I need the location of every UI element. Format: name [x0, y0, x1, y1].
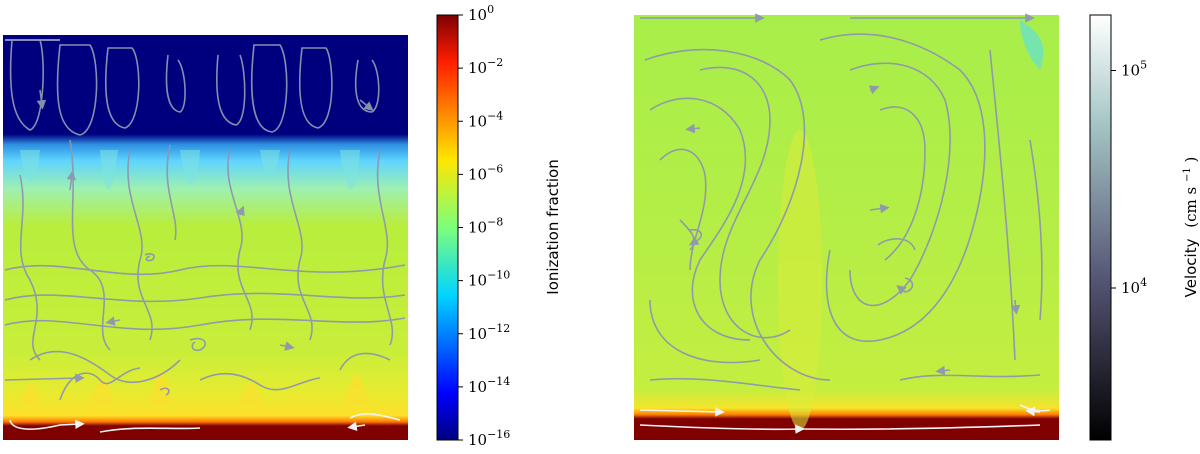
velocity-colorbar: 105 104 Velocity (cm s −1 ) [1089, 14, 1200, 441]
velocity-label-text: Velocity [1182, 238, 1200, 297]
ionization-tick-label-2: 10−4 [468, 109, 503, 130]
right-central-plume [778, 130, 822, 430]
ionization-tick-label-0: 100 [468, 3, 494, 24]
left-panel [3, 35, 408, 440]
ionization-colorbar-label: Ionization fraction [544, 159, 562, 294]
velocity-tick-label-1: 104 [1121, 276, 1147, 297]
velocity-label-close: ) [1182, 157, 1200, 163]
velocity-colorbar-gradient [1089, 14, 1112, 441]
velocity-tick-label-0: 105 [1121, 59, 1147, 80]
velocity-colorbar-ticks: 105 104 [1111, 59, 1147, 297]
right-streamlines [640, 13, 1043, 391]
left-plumes [20, 371, 368, 405]
right-corner-plume [1020, 20, 1044, 70]
ionization-colorbar: 10010−210−410−610−810−1010−1210−1410−16 … [436, 3, 562, 449]
ionization-tick-label-4: 10−8 [468, 216, 503, 237]
right-panel [634, 13, 1059, 440]
left-streamlines [4, 39, 406, 401]
ionization-tick-label-1: 10−2 [468, 56, 503, 77]
left-base-streamlines [9, 413, 401, 433]
ionization-tick-label-8: 10−16 [468, 428, 510, 449]
left-ionization-field [3, 35, 408, 440]
left-transition-fingers [20, 150, 360, 190]
velocity-label-exp: −1 [1182, 167, 1193, 182]
right-base-streamlines [639, 404, 1051, 434]
ionization-tick-label-6: 10−12 [468, 322, 510, 343]
velocity-colorbar-label: Velocity (cm s −1 ) [1176, 157, 1200, 298]
ionization-tick-label-5: 10−10 [468, 269, 510, 290]
right-ionization-field [634, 15, 1059, 440]
ionization-tick-label-3: 10−6 [468, 162, 503, 183]
ionization-colorbar-gradient [436, 14, 459, 441]
ionization-tick-label-7: 10−14 [468, 375, 510, 396]
velocity-label-unit: (cm s [1182, 187, 1200, 228]
ionization-colorbar-ticks: 100 10−2 10−4 10−6 10−8 10−10 10−12 10−14 10−16 [458, 3, 510, 449]
